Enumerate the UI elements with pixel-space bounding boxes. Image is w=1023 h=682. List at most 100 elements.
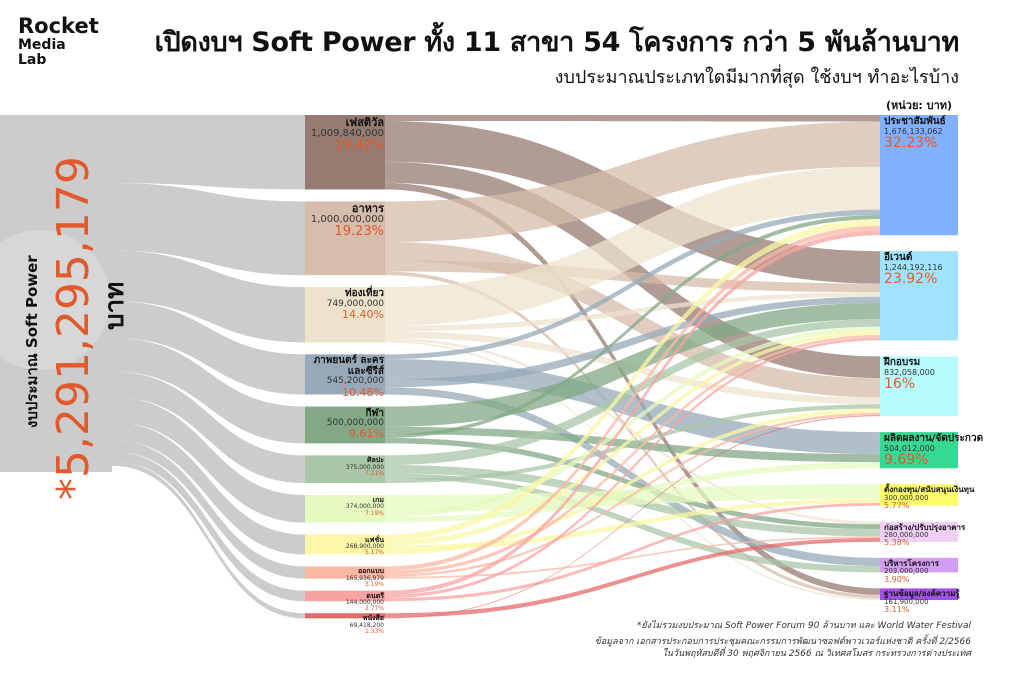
category-node	[880, 521, 958, 542]
flow-links	[385, 115, 880, 619]
flow-link	[385, 161, 880, 379]
flow-link	[385, 225, 880, 571]
sector-node	[305, 534, 385, 555]
category-name: ตั้งกองทุน/สนับสนุนเงินทุน	[884, 485, 975, 495]
category-pct: 3.11%	[884, 605, 910, 615]
footnote-2: ข้อมูลจาก เอกสารประกอบการประชุมคณะกรรมกา…	[594, 637, 971, 647]
sector-name: เกม	[372, 496, 384, 505]
sector-pct: 10.48%	[342, 385, 384, 399]
sector-value: 69,418,200	[349, 621, 384, 629]
sector-value: 144,000,000	[345, 598, 384, 606]
sector-pct: 14.40%	[342, 308, 384, 322]
category-value: 504,012,000	[884, 443, 935, 453]
sector-value: 545,200,000	[326, 376, 384, 387]
flow-link	[385, 412, 880, 577]
category-label: ตั้งกองทุน/สนับสนุนเงินทุน 300,000,000 5…	[884, 485, 975, 510]
sector-value: 1,000,000,000	[310, 213, 384, 225]
sector-label: กีฬา 500,000,000 9.61%	[310, 408, 384, 441]
category-name: ฝึกอบรม	[884, 357, 921, 369]
flow-link	[385, 404, 880, 484]
category-pct: 5.77%	[884, 500, 910, 510]
category-label: ก่อสร้าง/ปรับปรุงอาคาร 280,000,000 5.38%	[884, 523, 965, 548]
category-pct: 16%	[884, 376, 916, 393]
sector-node	[305, 406, 385, 444]
category-pct: 32.23%	[884, 134, 938, 151]
logo-line-3: Lab	[18, 52, 47, 68]
category-node	[880, 557, 958, 573]
sector-label: อาหาร 1,000,000,000 19.23%	[310, 203, 384, 239]
flow-link	[385, 319, 880, 466]
sector-node	[305, 287, 385, 343]
flow-link	[385, 326, 880, 518]
source-links	[0, 115, 305, 619]
flow-link	[385, 219, 880, 541]
nodes	[305, 115, 958, 619]
flow-link	[385, 296, 880, 388]
category-name: ฐานข้อมูล/องค์ความรู้	[884, 589, 960, 599]
sector-value: 268,900,000	[345, 542, 384, 550]
flow-link	[385, 230, 880, 595]
sector-pct: 3.19%	[364, 581, 384, 589]
sector-label: ภาพยนตร์ ละครและซีรีส์ 545,200,000 10.48…	[310, 356, 384, 398]
category-pct: 5.38%	[884, 538, 910, 548]
category-value: 1,676,133,062	[884, 126, 943, 136]
source-link	[112, 250, 305, 343]
sector-label: ออกแบบ 165,936,979 3.19%	[310, 568, 384, 588]
category-node	[880, 115, 958, 236]
flow-link	[385, 498, 880, 551]
source-link	[112, 337, 305, 444]
sector-name: ศิลปะ	[367, 456, 384, 465]
category-name: ประชาสัมพันธ์	[884, 116, 946, 127]
page-subtitle: งบประมาณประเภทใดมีมากที่สุด ใช้งบฯ ทำอะไ…	[554, 67, 959, 88]
source-link	[112, 396, 305, 523]
source-link	[112, 371, 305, 484]
category-label: ฐานข้อมูล/องค์ความรู้ 161,900,000 3.11%	[884, 589, 960, 615]
sector-name: หนังสือ	[362, 614, 384, 623]
source-link	[112, 451, 305, 602]
category-name: บริหารโครงการ	[884, 558, 939, 568]
flow-link	[385, 537, 880, 618]
category-node	[880, 356, 958, 417]
unit-label: (หน่วย: บาท)	[886, 99, 953, 112]
sector-pct: 9.61%	[349, 427, 384, 441]
sector-node	[305, 566, 385, 579]
category-value: 280,000,000	[884, 531, 929, 540]
category-node	[880, 588, 958, 600]
sector-pct: 7.19%	[364, 509, 384, 517]
sector-name: ท่องเที่ยว	[345, 288, 384, 300]
sector-value: 375,000,000	[345, 463, 384, 471]
category-value: 832,058,000	[884, 367, 935, 377]
page-title: เปิดงบฯ Soft Power ทั้ง 11 สาขา 54 โครงก…	[154, 27, 960, 58]
logo: Rocket Media Lab	[18, 16, 99, 68]
flow-link	[385, 292, 880, 332]
source-link	[112, 422, 305, 555]
sector-node	[305, 455, 385, 484]
category-value: 300,000,000	[884, 493, 929, 502]
category-label: ประชาสัมพันธ์ 1,676,133,062 32.23%	[884, 116, 946, 151]
flow-link	[385, 462, 880, 523]
flow-link	[385, 115, 880, 122]
flow-link	[385, 209, 880, 360]
flow-link	[385, 387, 880, 567]
flow-link	[385, 340, 880, 600]
sector-name: แฟชั่น	[364, 535, 384, 544]
sector-value: 1,009,840,000	[310, 127, 384, 139]
flow-link	[385, 215, 880, 438]
footnote-3: ในวันพฤหัสบดีที่ 30 พฤศจิกายน 2566 ณ วิเ…	[662, 649, 971, 659]
category-value: 161,900,000	[884, 597, 929, 606]
category-label: อีเวนต์ 1,244,192,116 23.92%	[884, 253, 943, 287]
sector-value: 165,936,979	[345, 574, 384, 582]
category-node	[880, 251, 958, 341]
category-label: ผลิตผลงาน/จัดประกวด 504,012,000 9.69%	[884, 434, 983, 468]
sector-pct: 1.33%	[364, 627, 384, 635]
sector-node	[305, 495, 385, 523]
source-link	[112, 461, 305, 619]
flow-link	[385, 271, 880, 599]
category-value: 203,000,000	[884, 567, 929, 576]
category-pct: 9.69%	[884, 451, 929, 468]
flow-link	[385, 303, 880, 427]
flow-link	[385, 415, 880, 619]
footnote-1: *ยังไม่รวมงบประมาณ Soft Power Forum 90 ล…	[636, 621, 971, 631]
sector-name: ออกแบบ	[357, 567, 384, 576]
sector-node	[305, 201, 385, 276]
